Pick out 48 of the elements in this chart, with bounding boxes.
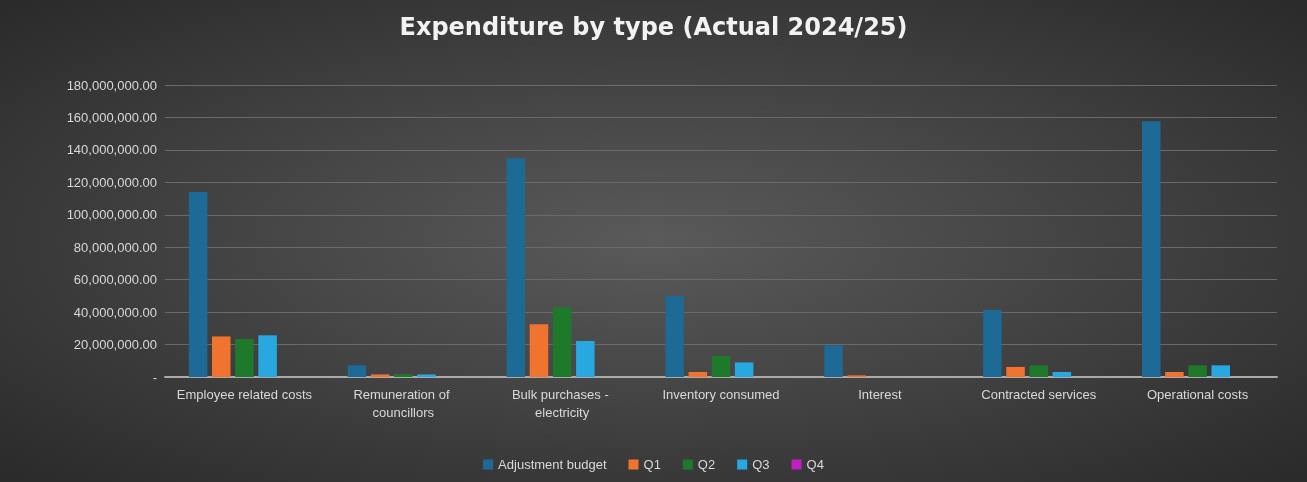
bar [552,307,572,377]
y-tick-label: 120,000,000.00 [66,174,157,190]
bar [212,336,231,377]
legend-label: Q4 [806,457,824,472]
x-tick-label: Remuneration of councillors [353,386,454,420]
bar [576,340,595,377]
x-tick-label: Contracted services [981,386,1097,402]
y-tick-label: 100,000,000.00 [66,207,157,223]
bar [235,339,254,377]
x-tick-label: Bulk purchases - electricity [511,386,613,420]
bar [983,310,1002,377]
y-tick-label: - [152,369,157,385]
x-tick-label: Operational costs [1146,386,1249,402]
bar [394,374,413,377]
bar [711,355,731,377]
bar [734,362,754,377]
x-tick-label: Interest [858,386,902,402]
y-tick-label: 140,000,000.00 [66,142,157,158]
legend-label: Q3 [752,457,770,472]
bar [1188,365,1207,377]
y-tick-label: 40,000,000.00 [73,304,157,320]
bar [1165,371,1184,377]
bar [665,295,684,377]
bar [1006,366,1025,377]
bar [188,192,208,377]
bar [688,371,708,377]
bar [529,324,549,377]
bar [824,345,843,377]
y-tick-label: 20,000,000.00 [73,337,157,353]
y-tick-label: 80,000,000.00 [73,239,157,255]
bar [1052,371,1072,377]
bar [1029,365,1048,377]
y-tick-label: 160,000,000.00 [66,109,157,125]
chart-title: Expenditure by type (Actual 2024/25) [399,13,908,41]
y-tick-label: 60,000,000.00 [73,272,157,288]
x-tick-label: Employee related costs [176,386,313,402]
y-tick-label: 180,000,000.00 [66,77,157,93]
legend-label: Q2 [697,457,716,472]
bar [258,335,277,377]
x-tick-label: Inventory consumed [662,386,780,402]
bar [1141,121,1161,377]
bar [1211,365,1230,377]
bar [347,365,367,377]
legend-label: Q1 [643,457,661,472]
bar [506,158,526,377]
legend-label: Adjustment budget [498,457,607,472]
bar [417,374,436,377]
bar [370,374,390,377]
